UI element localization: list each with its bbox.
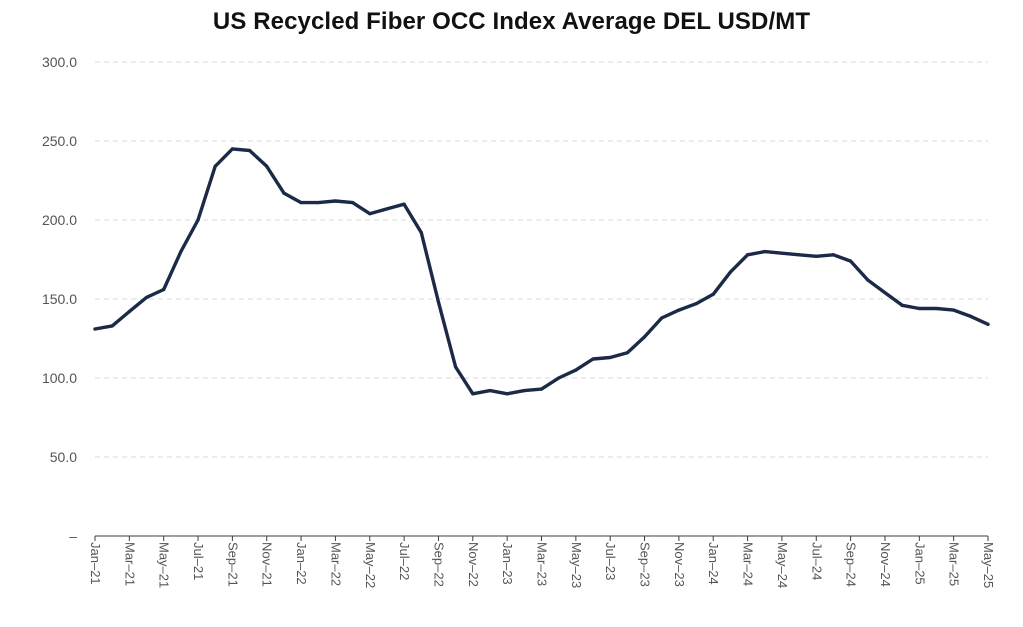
data-point [368, 212, 372, 216]
data-point [299, 201, 303, 205]
data-point [282, 191, 286, 195]
x-tick-label: Mar–24 [741, 542, 756, 586]
x-tick-label: May–24 [775, 542, 790, 588]
x-tick-label: Sep–22 [431, 542, 446, 587]
data-point [660, 316, 664, 320]
data-point [333, 199, 338, 203]
x-tick-label: Mar–25 [947, 542, 962, 586]
data-point [539, 387, 544, 391]
data-point [677, 308, 681, 312]
x-tick-label: Sep–24 [844, 542, 859, 587]
data-point [230, 147, 234, 151]
data-point [454, 365, 458, 369]
x-tick-label: Nov–24 [878, 542, 893, 587]
x-tick-label: Jan–24 [706, 542, 721, 585]
data-point [247, 148, 252, 153]
data-point [849, 259, 853, 263]
y-tick-label: – [69, 528, 77, 544]
data-point [144, 295, 149, 300]
data-point [763, 250, 767, 254]
y-tick-label: 150.0 [42, 291, 77, 307]
x-tick-label: Mar–23 [535, 542, 550, 586]
x-tick-label: May–22 [363, 542, 378, 588]
x-tick-label: Nov–23 [672, 542, 687, 587]
axes: – 50.0 100.0 150.0 200.0 250.0 300.0 Jan–21 Mar–… [42, 54, 996, 588]
x-tick-label: Jul–21 [191, 542, 206, 580]
x-tick-label: Jan–25 [912, 542, 927, 585]
data-point [574, 368, 578, 372]
data-point [557, 376, 561, 380]
data-point [694, 302, 698, 306]
x-tick-label: Nov–22 [466, 542, 481, 587]
x-tick-label: Sep–23 [638, 542, 653, 587]
data-point [213, 164, 217, 168]
data-point [265, 164, 269, 168]
data-point [866, 278, 870, 282]
x-tick-label: Jul–23 [603, 542, 618, 580]
y-tick-label: 250.0 [42, 133, 77, 149]
x-tick-label: May–25 [981, 542, 996, 588]
data-point [608, 355, 612, 360]
y-tick-label: 200.0 [42, 212, 77, 228]
data-point [110, 324, 114, 328]
x-tick-label: May–21 [157, 542, 172, 588]
data-point [522, 389, 526, 393]
data-point [471, 392, 475, 396]
x-tick-label: Jul–24 [809, 542, 824, 580]
x-tick-label: May–23 [569, 542, 584, 588]
x-tick-label: Jul–22 [397, 542, 412, 580]
data-point [728, 270, 733, 274]
data-point [436, 300, 441, 304]
x-tick-label: Jan–21 [88, 542, 103, 585]
data-point [127, 310, 131, 314]
y-tick-label: 100.0 [42, 370, 77, 386]
data-point [402, 202, 406, 206]
x-tick-label: Mar–21 [122, 542, 137, 586]
series-line [93, 147, 990, 396]
data-point [952, 308, 956, 312]
y-tick-label: 300.0 [42, 54, 77, 70]
data-point [162, 287, 166, 292]
data-point [385, 207, 389, 211]
data-point [883, 291, 887, 295]
data-point [350, 201, 355, 205]
data-point [797, 253, 801, 257]
grid-lines [95, 61, 988, 458]
data-point [179, 250, 183, 254]
data-point [196, 218, 200, 222]
data-point [780, 251, 784, 255]
data-point [642, 335, 647, 339]
data-point [986, 322, 990, 326]
y-tick-label: 50.0 [50, 449, 77, 465]
chart-title: US Recycled Fiber OCC Index Average DEL … [212, 8, 811, 35]
data-point [814, 254, 818, 258]
x-tick-label: Jan–23 [500, 542, 515, 585]
data-point [316, 201, 320, 205]
data-point [625, 351, 629, 355]
data-point [505, 392, 509, 396]
data-point [900, 303, 904, 307]
data-point [831, 253, 836, 257]
data-point [93, 327, 97, 331]
series-layer [93, 147, 990, 396]
data-point [711, 292, 715, 296]
data-point [969, 314, 973, 318]
x-tick-label: Nov–21 [260, 542, 275, 587]
x-tick-label: Jan–22 [294, 542, 309, 585]
data-point [419, 231, 423, 235]
x-tick-label: Sep–21 [225, 542, 240, 587]
data-point [917, 306, 921, 311]
data-point [591, 357, 595, 361]
data-point [745, 253, 750, 257]
data-point [934, 306, 939, 311]
data-point [488, 389, 492, 393]
x-tick-label: Mar–22 [328, 542, 343, 586]
